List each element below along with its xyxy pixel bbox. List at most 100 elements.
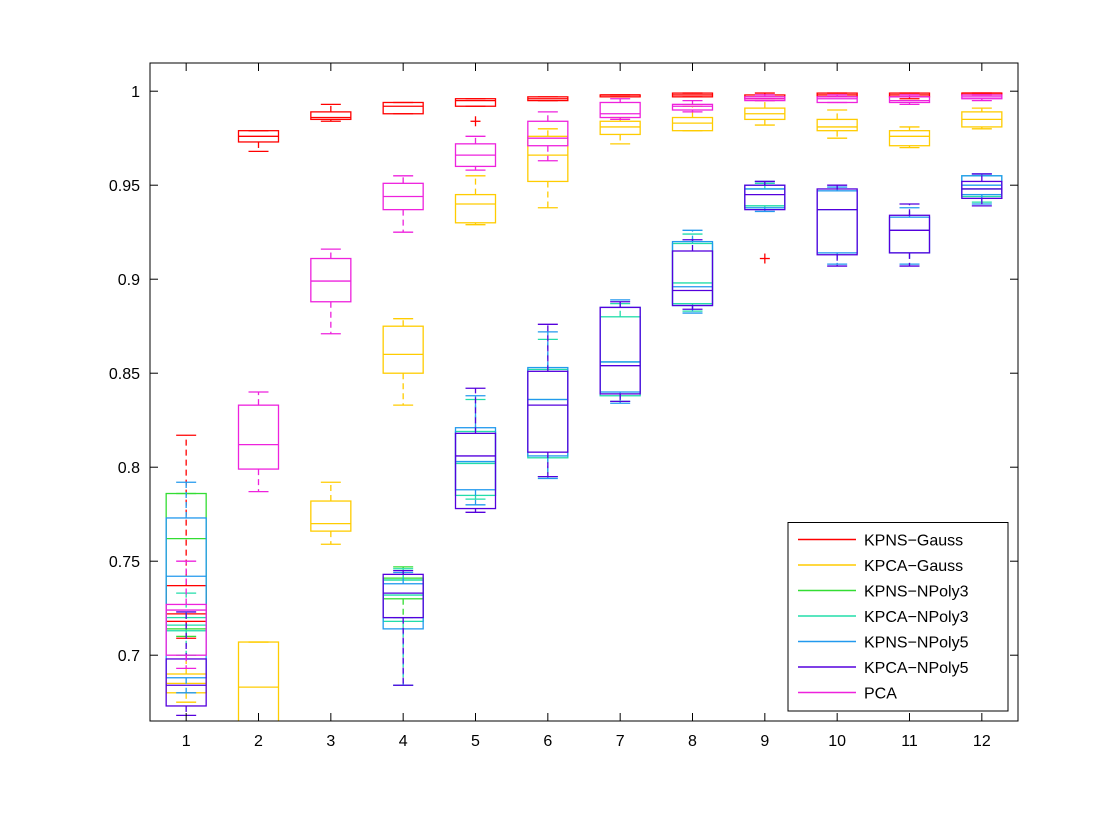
box-body	[237, 641, 280, 721]
series-5	[165, 173, 1003, 717]
box-body	[671, 116, 714, 132]
box-5-11	[888, 203, 931, 267]
box-body	[961, 180, 1003, 200]
box-body	[237, 404, 280, 470]
box-1-3	[310, 481, 352, 545]
box-body	[888, 216, 931, 254]
box-6-3	[310, 248, 352, 335]
y-tick-label: 0.7	[118, 648, 140, 665]
box-5-5	[454, 387, 497, 513]
y-tick-label: 0.75	[109, 554, 140, 571]
y-tick-label: 0.95	[109, 178, 140, 195]
legend-label: PCA	[864, 686, 897, 703]
box-5-12	[961, 173, 1003, 207]
box-6-6	[527, 111, 569, 162]
legend-label: KPNS−NPoly5	[864, 635, 969, 652]
box-1-5	[454, 175, 497, 226]
box-1-11	[888, 126, 931, 149]
box-6-8	[671, 99, 714, 113]
box-body	[165, 517, 207, 679]
legend-label: KPNS−Gauss	[864, 533, 963, 550]
box-body	[527, 370, 569, 453]
x-tick-label: 7	[616, 733, 625, 750]
box-6-5	[454, 135, 497, 171]
box-body	[744, 188, 786, 207]
box-0-6	[527, 96, 569, 102]
box-6-10	[816, 94, 858, 104]
y-tick-label: 0.9	[118, 272, 140, 289]
box-6-2	[237, 391, 280, 493]
box-1-6	[527, 128, 569, 209]
box-0-5	[454, 98, 497, 127]
box-body	[599, 316, 641, 397]
plot-frame	[149, 62, 1019, 722]
box-5-7	[599, 301, 641, 403]
box-0-4	[382, 101, 424, 115]
box-body	[744, 184, 786, 211]
box-body	[671, 250, 714, 307]
box-body	[816, 96, 858, 104]
box-body	[527, 368, 569, 459]
legend: KPNS−Gauss KPCA−Gauss KPNS−NPoly3 KPCA−NPol…	[787, 522, 1009, 712]
box-body	[816, 190, 858, 254]
x-tick-label: 8	[688, 733, 697, 750]
box-body	[888, 130, 931, 147]
outlier-marker	[759, 253, 770, 264]
box-6-4	[382, 175, 424, 233]
box-body	[310, 257, 352, 303]
boxes-layer	[165, 92, 1003, 721]
box-body	[527, 120, 569, 147]
box-body	[671, 242, 714, 305]
box-5-8	[671, 239, 714, 310]
legend-label: KPCA−NPoly3	[864, 609, 969, 626]
box-0-8	[671, 92, 714, 98]
box-body	[382, 325, 424, 374]
box-5-4	[382, 569, 424, 686]
box-6-7	[599, 98, 641, 121]
legend-label: KPNS−NPoly3	[864, 584, 969, 601]
box-4-1	[165, 481, 207, 694]
box-body	[599, 306, 641, 393]
box-4-10	[816, 186, 858, 265]
box-body	[310, 500, 352, 532]
box-body	[816, 118, 858, 132]
x-tick-label: 6	[543, 733, 552, 750]
box-body	[454, 427, 497, 491]
box-6-12	[961, 94, 1003, 102]
x-tick-label: 1	[182, 733, 191, 750]
box-body	[888, 214, 931, 254]
box-1-12	[961, 107, 1003, 130]
box-body	[454, 432, 497, 510]
series-6	[165, 94, 1003, 670]
x-tick-label: 3	[326, 733, 335, 750]
y-tick-label: 0.85	[109, 366, 140, 383]
box-1-4	[382, 318, 424, 406]
box-5-10	[816, 184, 858, 267]
box-0-2	[237, 130, 280, 153]
x-tick-label: 11	[901, 733, 918, 750]
series-2	[165, 492, 424, 638]
box-body	[310, 111, 352, 121]
legend-label: KPCA−Gauss	[864, 558, 963, 575]
box-0-3	[310, 103, 352, 122]
box-body	[382, 101, 424, 115]
series-1	[165, 99, 1003, 721]
x-tick-label: 9	[760, 733, 769, 750]
box-body	[671, 103, 714, 111]
box-body	[527, 366, 569, 457]
box-body	[599, 120, 641, 136]
x-tick-label: 2	[254, 733, 263, 750]
box-5-6	[527, 323, 569, 478]
x-tick-label: 4	[399, 733, 408, 750]
box-1-10	[816, 109, 858, 139]
box-1-9	[744, 99, 786, 126]
box-0-1	[165, 434, 207, 639]
box-3-7	[599, 302, 641, 403]
box-body	[888, 96, 931, 104]
box-body	[599, 306, 641, 395]
box-body	[454, 98, 497, 107]
box-6-1	[165, 560, 207, 670]
box-body	[382, 573, 424, 619]
